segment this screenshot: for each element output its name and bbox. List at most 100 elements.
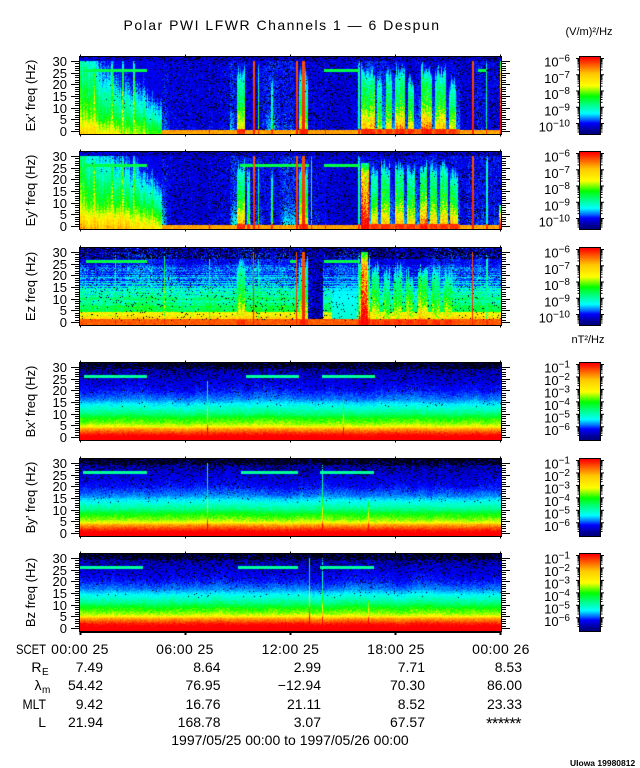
svg-text:Bz freq (Hz): Bz freq (Hz)	[23, 558, 38, 627]
svg-text:20: 20	[53, 77, 67, 92]
svg-text:10−7: 10−7	[544, 165, 570, 181]
svg-text:******: ******	[486, 715, 522, 733]
svg-text:10−7: 10−7	[544, 70, 570, 86]
svg-text:1997/05/25 00:00 to 1997/05/26: 1997/05/25 00:00 to 1997/05/26 00:00	[171, 732, 409, 748]
svg-text:10−6: 10−6	[544, 518, 570, 534]
svg-text:10: 10	[53, 407, 67, 422]
svg-text:76.95: 76.95	[185, 677, 220, 693]
svg-text:5: 5	[60, 112, 67, 127]
svg-text:20: 20	[53, 172, 67, 187]
svg-text:9.42: 9.42	[76, 696, 103, 712]
svg-text:−12.94: −12.94	[278, 677, 321, 693]
svg-text:8.52: 8.52	[398, 696, 425, 712]
svg-text:10−6: 10−6	[544, 245, 570, 261]
svg-text:7.71: 7.71	[398, 659, 425, 675]
svg-text:2.99: 2.99	[294, 659, 321, 675]
svg-text:15: 15	[53, 395, 67, 410]
svg-text:m: m	[42, 685, 50, 696]
svg-text:10−6: 10−6	[544, 54, 570, 70]
svg-text:10−8: 10−8	[544, 277, 570, 293]
svg-text:00:00 26: 00:00 26	[472, 641, 530, 657]
svg-text:25: 25	[53, 161, 67, 176]
svg-text:25: 25	[53, 66, 67, 81]
svg-text:15: 15	[53, 89, 67, 104]
svg-text:23.33: 23.33	[487, 696, 522, 712]
svg-text:30: 30	[53, 456, 67, 471]
svg-text:λ: λ	[35, 677, 42, 693]
svg-text:0: 0	[60, 430, 67, 445]
svg-text:30: 30	[53, 245, 67, 260]
svg-text:10−6: 10−6	[544, 613, 570, 629]
svg-text:20: 20	[53, 574, 67, 589]
svg-text:10−9: 10−9	[544, 293, 570, 309]
svg-text:UIowa 19980812: UIowa 19980812	[570, 758, 635, 768]
svg-text:10−6: 10−6	[544, 149, 570, 165]
svg-text:10: 10	[53, 101, 67, 116]
svg-text:20: 20	[53, 383, 67, 398]
svg-text:15: 15	[53, 586, 67, 601]
svg-text:20: 20	[53, 479, 67, 494]
svg-text:Polar PWI LFWR Channels 1 — 6: Polar PWI LFWR Channels 1 — 6 Despun	[124, 17, 441, 33]
svg-text:Bx’ freq (Hz): Bx’ freq (Hz)	[23, 366, 38, 438]
svg-text:00:00 25: 00:00 25	[51, 641, 109, 657]
svg-text:15: 15	[53, 491, 67, 506]
svg-text:15: 15	[53, 184, 67, 199]
svg-text:0: 0	[60, 621, 67, 636]
svg-text:10−9: 10−9	[544, 102, 570, 118]
svg-text:By’ freq (Hz): By’ freq (Hz)	[23, 462, 38, 534]
svg-text:70.30: 70.30	[390, 677, 425, 693]
svg-text:10: 10	[53, 598, 67, 613]
svg-text:Ez freq (Hz): Ez freq (Hz)	[23, 252, 38, 321]
svg-text:0: 0	[60, 124, 67, 139]
svg-text:E: E	[42, 667, 49, 678]
svg-text:5: 5	[60, 609, 67, 624]
svg-text:21.11: 21.11	[287, 696, 321, 712]
svg-text:3.07: 3.07	[294, 714, 321, 730]
svg-text:10: 10	[53, 292, 67, 307]
svg-text:30: 30	[53, 551, 67, 566]
svg-text:25: 25	[53, 563, 67, 578]
svg-text:86.00: 86.00	[487, 677, 522, 693]
svg-text:8.53: 8.53	[495, 659, 522, 675]
svg-text:10−6: 10−6	[544, 422, 570, 438]
svg-text:16.76: 16.76	[185, 696, 220, 712]
svg-text:SCET: SCET	[16, 641, 46, 657]
svg-text:25: 25	[53, 372, 67, 387]
svg-text:15: 15	[53, 280, 67, 295]
svg-text:10: 10	[53, 503, 67, 518]
svg-text:0: 0	[60, 219, 67, 234]
svg-text:MLT: MLT	[23, 696, 47, 712]
svg-text:21.94: 21.94	[68, 714, 103, 730]
svg-text:Ex’ freq (Hz): Ex’ freq (Hz)	[23, 60, 38, 132]
svg-text:7.49: 7.49	[76, 659, 103, 675]
svg-text:67.57: 67.57	[390, 714, 425, 730]
svg-text:06:00 25: 06:00 25	[156, 641, 214, 657]
svg-text:10−8: 10−8	[544, 181, 570, 197]
svg-text:0: 0	[60, 315, 67, 330]
svg-text:10−9: 10−9	[544, 197, 570, 213]
svg-text:5: 5	[60, 418, 67, 433]
svg-text:18:00 25: 18:00 25	[367, 641, 425, 657]
svg-text:30: 30	[53, 54, 67, 69]
svg-text:5: 5	[60, 514, 67, 529]
svg-text:L: L	[38, 714, 46, 730]
svg-text:(V/m)²/Hz: (V/m)²/Hz	[565, 26, 612, 38]
svg-text:Ey’ freq (Hz): Ey’ freq (Hz)	[23, 155, 38, 227]
svg-text:R: R	[31, 659, 41, 675]
svg-text:0: 0	[60, 526, 67, 541]
svg-text:10: 10	[53, 196, 67, 211]
svg-text:10−7: 10−7	[544, 261, 570, 277]
svg-text:12:00 25: 12:00 25	[262, 641, 320, 657]
svg-text:10−10: 10−10	[539, 310, 571, 326]
svg-text:54.42: 54.42	[68, 677, 103, 693]
svg-text:10−10: 10−10	[539, 119, 571, 135]
svg-text:30: 30	[53, 149, 67, 164]
svg-text:nT²/Hz: nT²/Hz	[572, 334, 605, 346]
svg-text:30: 30	[53, 360, 67, 375]
svg-text:25: 25	[53, 257, 67, 272]
svg-text:25: 25	[53, 468, 67, 483]
svg-text:8.64: 8.64	[193, 659, 220, 675]
svg-text:5: 5	[60, 207, 67, 222]
svg-text:5: 5	[60, 303, 67, 318]
svg-text:20: 20	[53, 268, 67, 283]
